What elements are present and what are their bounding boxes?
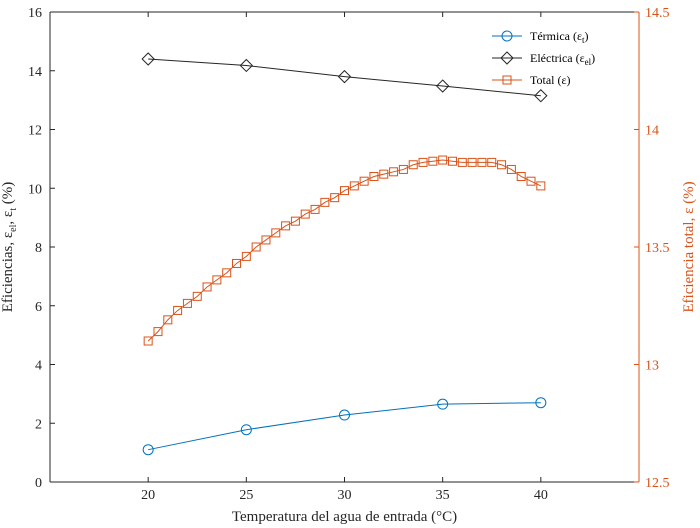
data-point-termica [437,398,449,410]
data-point-total [241,251,251,261]
axes-layer: 20 25 30 35 40 0 2 4 6 8 10 12 14 16 12.5 13 13.5 14 14.5 [28,6,670,503]
data-point-total [487,157,497,167]
data-point-electrica [337,69,352,84]
data-point-total [457,157,467,167]
y-left-tick-label: 0 [35,476,42,491]
series-line-electrica [148,58,541,97]
y-left-sep: , ε [0,211,16,225]
data-point-total [536,181,546,191]
data-point-total [418,157,428,167]
data-point-total [389,167,399,177]
series-line-termica [148,402,541,451]
y-axis-left-title: Eficiencias, εel, εt (%) [0,182,19,313]
y-left-tick-label: 8 [35,241,42,256]
legend-label-base: Térmica (ε [530,29,582,43]
data-point-total [467,157,477,167]
data-point-total [153,327,163,337]
legend-label-close: ) [585,29,589,43]
data-point-total [251,242,261,252]
data-point-total [192,291,202,301]
x-tick-label: 20 [141,488,155,503]
data-point-total [163,315,173,325]
data-point-total [349,181,359,191]
legend-label-base: Eléctrica (ε [530,51,585,65]
data-point-total [261,235,271,245]
data-point-total [281,221,291,231]
data-point-total [202,282,212,292]
legend-label-electrica: Eléctrica (εel) [530,51,595,67]
legend-marker-total [502,75,512,85]
legend-marker-termica [501,30,513,42]
legend-label-termica: Térmica (εt) [530,29,589,45]
data-point-electrica [141,52,155,66]
data-point-total [182,298,192,308]
x-tick-label: 25 [239,488,253,503]
data-point-termica [142,444,154,456]
y-left-tick-label: 16 [28,6,42,21]
series-layer [141,52,548,456]
data-point-termica [339,409,350,421]
data-point-total [300,209,310,219]
data-point-termica [535,397,547,409]
data-point-total [506,164,516,174]
y-left-tick-label: 4 [35,359,42,374]
data-point-total [320,197,330,207]
series-line-total [147,159,542,342]
legend-marker-electrica [500,51,514,65]
data-point-total [369,172,379,181]
data-point-total [232,258,242,268]
legend-label-sub: el [585,57,592,67]
data-point-total [398,164,408,174]
y-right-tick-label: 14 [645,124,659,139]
y-axis-right-title: Eficiencia total, ε (%) [681,181,697,312]
x-tick-label: 30 [338,488,352,503]
data-point-total [173,305,183,315]
y-left-tick-label: 12 [28,124,42,139]
legend-label-base: Total (ε [530,73,567,87]
data-point-total [290,216,300,226]
x-axis-title: Temperatura del agua de entrada (°C) [232,509,457,525]
y-left-tick-label: 10 [28,182,42,197]
y-left-unit: (%) [0,182,16,208]
data-point-electrica [534,89,548,103]
legend-label-sub: t [582,35,585,45]
y-left-sub-t: t [8,208,19,211]
legend-label-close: ) [567,73,571,87]
data-point-total [340,186,349,196]
data-point-total [359,176,369,186]
y-right-tick-label: 12.5 [645,476,670,491]
data-point-electrica [239,58,254,73]
legend-label-total: Total (ε) [530,73,571,87]
legend-label-close: ) [591,51,595,65]
data-point-total [212,275,222,285]
y-left-tick-label: 14 [28,65,42,80]
data-point-total [516,172,526,181]
data-point-total [408,160,418,170]
y-left-tick-label: 6 [35,300,42,315]
x-tick-label: 35 [436,488,450,503]
data-point-total [497,160,507,170]
data-point-total [438,155,448,165]
y-right-tick-label: 13 [645,359,659,374]
data-point-total [271,228,281,238]
data-point-total [379,169,389,179]
data-point-total [526,176,536,186]
data-point-total [143,336,153,346]
data-point-total [222,268,232,278]
data-point-total [330,193,340,203]
y-right-tick-label: 14.5 [645,6,670,21]
y-left-tick-label: 2 [35,417,42,432]
x-tick-label: 40 [534,488,548,503]
y-left-sub-el: el [8,224,19,231]
data-point-total [310,204,320,214]
legend: Térmica (εt)Eléctrica (εel)Total (ε) [492,29,595,87]
data-point-total [428,156,438,166]
y-right-tick-label: 13.5 [645,241,670,256]
data-point-electrica [435,79,450,93]
data-point-total [447,156,457,166]
data-point-termica [240,424,252,436]
data-point-total [477,157,487,167]
